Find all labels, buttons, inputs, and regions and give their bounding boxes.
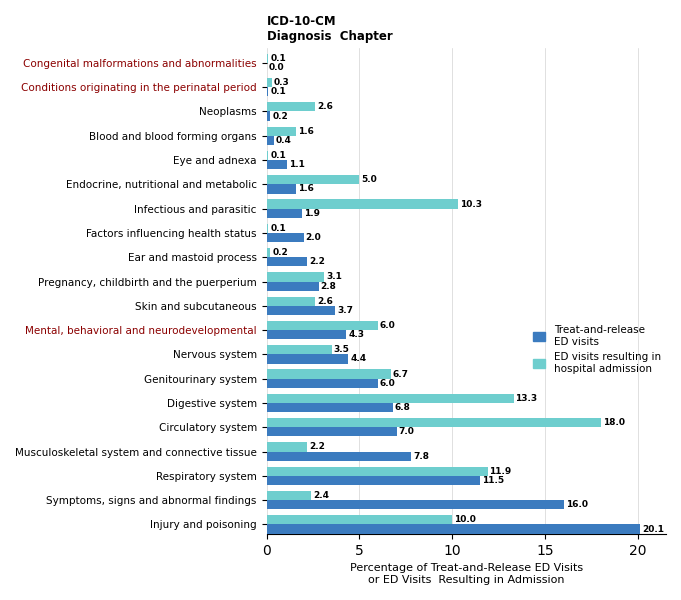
Text: 2.2: 2.2	[309, 442, 326, 451]
Text: ICD-10-CM
Diagnosis  Chapter: ICD-10-CM Diagnosis Chapter	[266, 15, 392, 43]
Bar	[266, 175, 360, 184]
Text: 0.1: 0.1	[270, 151, 286, 160]
Text: 2.2: 2.2	[309, 257, 326, 266]
Bar	[266, 281, 319, 291]
Text: 0.0: 0.0	[268, 63, 284, 72]
Text: 3.1: 3.1	[326, 272, 342, 281]
Text: 1.6: 1.6	[298, 184, 314, 193]
Bar	[266, 355, 349, 364]
Bar	[266, 370, 391, 379]
X-axis label: Percentage of Treat-and-Release ED Visits
or ED Visits  Resulting in Admission: Percentage of Treat-and-Release ED Visit…	[350, 563, 583, 585]
Bar	[266, 53, 268, 63]
Bar	[266, 330, 347, 340]
Text: 18.0: 18.0	[603, 418, 625, 427]
Bar	[266, 452, 411, 461]
Text: 0.1: 0.1	[270, 54, 286, 63]
Bar	[266, 515, 452, 524]
Bar	[266, 476, 480, 485]
Text: 4.3: 4.3	[349, 330, 364, 339]
Text: 11.5: 11.5	[482, 476, 504, 485]
Text: 7.8: 7.8	[413, 452, 429, 461]
Text: 0.1: 0.1	[270, 88, 286, 97]
Text: 4.4: 4.4	[350, 355, 366, 364]
Bar	[266, 467, 488, 476]
Legend: Treat-and-release
ED visits, ED visits resulting in
hospital admission: Treat-and-release ED visits, ED visits r…	[533, 325, 661, 374]
Bar	[266, 78, 272, 87]
Bar	[266, 160, 287, 169]
Text: 0.2: 0.2	[272, 248, 288, 257]
Text: 10.3: 10.3	[460, 200, 481, 209]
Text: 2.4: 2.4	[313, 491, 329, 500]
Text: 13.3: 13.3	[516, 394, 538, 403]
Bar	[266, 296, 315, 306]
Bar	[266, 403, 393, 412]
Text: 2.8: 2.8	[321, 281, 336, 290]
Text: 10.0: 10.0	[454, 515, 476, 524]
Bar	[266, 248, 270, 257]
Bar	[266, 442, 307, 452]
Bar	[266, 379, 378, 388]
Bar	[266, 257, 307, 266]
Bar	[266, 102, 315, 112]
Text: 20.1: 20.1	[642, 524, 664, 533]
Text: 11.9: 11.9	[490, 467, 511, 476]
Bar	[266, 272, 324, 281]
Bar	[266, 209, 302, 218]
Bar	[266, 136, 274, 145]
Bar	[266, 87, 268, 97]
Bar	[266, 345, 332, 355]
Text: 6.8: 6.8	[395, 403, 411, 412]
Text: 7.0: 7.0	[398, 427, 414, 436]
Bar	[266, 184, 296, 194]
Bar	[266, 418, 601, 427]
Bar	[266, 224, 268, 233]
Text: 2.6: 2.6	[317, 296, 332, 305]
Bar	[266, 112, 270, 121]
Text: 1.9: 1.9	[304, 209, 320, 218]
Text: 5.0: 5.0	[362, 175, 377, 184]
Bar	[266, 427, 396, 436]
Text: 0.2: 0.2	[272, 112, 288, 121]
Bar	[266, 306, 335, 315]
Text: 3.7: 3.7	[337, 306, 353, 315]
Text: 6.0: 6.0	[380, 379, 396, 388]
Text: 1.1: 1.1	[289, 160, 305, 169]
Bar	[266, 127, 296, 136]
Bar	[266, 500, 564, 509]
Text: 16.0: 16.0	[566, 500, 588, 509]
Bar	[266, 524, 640, 533]
Text: 6.0: 6.0	[380, 321, 396, 330]
Text: 0.1: 0.1	[270, 224, 286, 233]
Text: 0.4: 0.4	[276, 136, 291, 145]
Bar	[266, 394, 513, 403]
Text: 6.7: 6.7	[393, 370, 409, 379]
Text: 3.5: 3.5	[334, 345, 349, 354]
Text: 1.6: 1.6	[298, 127, 314, 136]
Text: 2.0: 2.0	[306, 233, 321, 242]
Bar	[266, 491, 311, 500]
Text: 0.3: 0.3	[274, 78, 290, 87]
Text: 2.6: 2.6	[317, 103, 332, 112]
Bar	[266, 199, 458, 209]
Bar	[266, 321, 378, 330]
Bar	[266, 151, 268, 160]
Bar	[266, 233, 304, 242]
